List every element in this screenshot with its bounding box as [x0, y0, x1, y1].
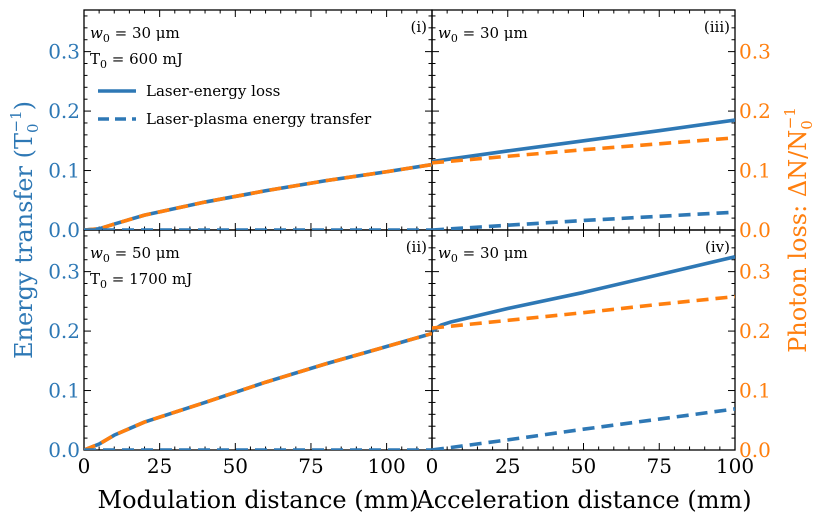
y-tick-label-right: 0.2: [739, 99, 771, 123]
legend-solid-label: Laser-energy loss: [146, 82, 280, 100]
series-group-iv: [432, 255, 735, 450]
y-tick-label-right: 0.1: [739, 379, 771, 403]
x-tick-label: 50: [571, 454, 596, 478]
y-tick-label-left: 0.3: [48, 260, 80, 284]
legend-dashed-label: Laser-plasma energy transfer: [146, 110, 372, 128]
y-left-main: Energy transfer (T: [10, 133, 38, 359]
y-tick-label-left: 0.0: [48, 218, 80, 242]
series-line-iv-photon-loss: [432, 294, 735, 330]
x-tick-label: 50: [223, 454, 248, 478]
x-tick-label: 25: [147, 454, 172, 478]
y-tick-label-right: 0.3: [739, 40, 771, 64]
legend: Laser-energy loss Laser-plasma energy tr…: [98, 82, 372, 128]
annotation-w-symbol: w: [90, 24, 103, 42]
annotation-w-sub: 0: [451, 252, 458, 265]
panel-label-iv: (iv): [705, 238, 730, 256]
y-tick-label-left: 0.3: [48, 40, 80, 64]
series-line-iv-laser-energy-loss: [432, 255, 735, 333]
series-line-i-laser-energy-loss: [84, 162, 432, 230]
annotation-w0-iv: w0 = 30 μm: [438, 244, 528, 265]
series-line-iii-laser-plasma-energy-transfer: [432, 210, 735, 230]
series-group-iii: [432, 118, 735, 230]
series-group-i: [84, 162, 432, 230]
annotation-w-value: = 50 μm: [110, 244, 180, 262]
annotation-t-value: = 1700 mJ: [107, 270, 192, 288]
series-line-ii-laser-energy-loss: [84, 331, 432, 450]
series-group-ii: [84, 331, 432, 450]
annotation-t-symbol: T: [90, 270, 100, 288]
panel-frame-iii: [431, 9, 736, 231]
annotation-w-sub: 0: [103, 252, 110, 265]
annotation-t-sub: 0: [100, 278, 107, 291]
tick-labels: 0.00.10.20.30.00.10.20.30 25 50 75 1000.00.1…: [48, 40, 771, 478]
y-tick-label-right: 0.2: [739, 319, 771, 343]
y-left-sup: −1: [7, 110, 25, 132]
annotation-t-symbol: T: [90, 50, 100, 68]
y-tick-label-right: 0.3: [739, 260, 771, 284]
y-tick-label-left: 0.2: [48, 99, 80, 123]
annotation-w-value: = 30 μm: [110, 24, 180, 42]
annotation-w-sub: 0: [103, 32, 110, 45]
x-tick-label: 0: [426, 454, 439, 478]
y-right-main: Photon loss: ΔN/N: [784, 130, 812, 353]
annotation-w-value: = 30 μm: [458, 244, 528, 262]
series-line-ii-photon-loss: [84, 331, 432, 450]
x-tick-label: 100: [368, 454, 406, 478]
annotation-w0-iii: w0 = 30 μm: [438, 24, 528, 45]
annotation-w-symbol: w: [90, 244, 103, 262]
x-tick-label: 75: [298, 454, 323, 478]
y-tick-label-left: 0.1: [48, 159, 80, 183]
x-tick-label: 100: [716, 454, 754, 478]
y-tick-label-left: 0.1: [48, 379, 80, 403]
y-tick-label-right: 0.0: [739, 438, 771, 462]
x-tick-label: 75: [647, 454, 672, 478]
panel-label-iii: (iii): [704, 18, 730, 36]
panel-frame-iv: [431, 229, 736, 451]
annotation-w0-i: w0 = 30 μm: [90, 24, 180, 45]
y-tick-label-right: 0.1: [739, 159, 771, 183]
annotation-t0-ii: T0 = 1700 mJ: [90, 270, 192, 291]
series-lines: [84, 118, 735, 450]
panel-label-ii: (ii): [406, 238, 427, 256]
panel-frame-ii: [83, 229, 433, 451]
annotation-t0-i: T0 = 600 mJ: [90, 50, 183, 71]
x-tick-label: 0: [78, 454, 91, 478]
y-left-sub: 0: [24, 123, 42, 133]
annotation-t-sub: 0: [100, 58, 107, 71]
y-tick-label-left: 0.2: [48, 319, 80, 343]
y-left-close: ): [10, 101, 38, 110]
annotation-w-symbol: w: [438, 244, 451, 262]
annotation-w-symbol: w: [438, 24, 451, 42]
y-right-sub: 0: [798, 120, 816, 130]
annotation-w0-ii: w0 = 50 μm: [90, 244, 180, 265]
y-tick-label-left: 0.0: [48, 438, 80, 462]
annotation-w-sub: 0: [451, 32, 458, 45]
annotation-w-value: = 30 μm: [458, 24, 528, 42]
series-line-i-photon-loss: [84, 162, 432, 230]
annotation-t-value: = 600 mJ: [107, 50, 183, 68]
y-axis-title-left: Energy transfer (T0−1): [7, 101, 42, 359]
series-line-iii-laser-energy-loss: [432, 118, 735, 164]
y-tick-label-right: 0.0: [739, 218, 771, 242]
panel-label-i: (i): [410, 18, 427, 36]
y-axis-title-right: Photon loss: ΔN/N0−1: [781, 107, 816, 353]
x-tick-label: 25: [495, 454, 520, 478]
x-axis-title-right: Acceleration distance (mm): [415, 486, 751, 514]
x-axis-title-left: Modulation distance (mm): [98, 486, 419, 514]
series-line-iii-photon-loss: [432, 136, 735, 165]
series-line-iv-laser-plasma-energy-transfer: [432, 407, 735, 450]
y-right-sup: −1: [781, 107, 799, 129]
